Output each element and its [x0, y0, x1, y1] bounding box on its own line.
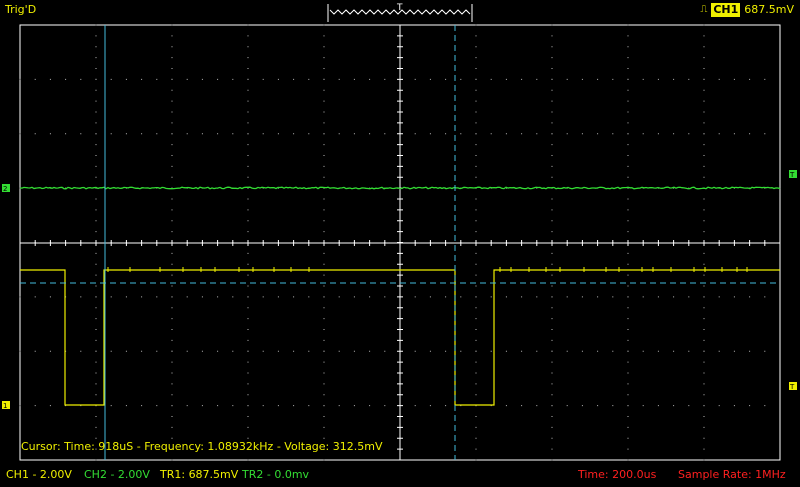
tr1-level-marker[interactable]: T: [789, 382, 797, 391]
svg-text:1: 1: [3, 402, 7, 410]
rising-edge-icon: ⎍: [700, 4, 708, 15]
tr1-level[interactable]: TR1: 687.5mV: [160, 468, 239, 481]
timebase[interactable]: Time: 200.0us: [578, 468, 657, 481]
ch2-trace: [19, 186, 781, 190]
trigger-info[interactable]: ⎍ CH1 687.5mV: [700, 3, 794, 17]
tr2-level-marker[interactable]: T: [789, 170, 797, 179]
trigger-level: 687.5mV: [744, 3, 794, 16]
ch2-scale[interactable]: CH2 - 2.00V: [84, 468, 150, 481]
ch1-trace: [20, 269, 780, 406]
ch1-scale[interactable]: CH1 - 2.00V: [6, 468, 72, 481]
ch2-level-marker[interactable]: 2: [2, 184, 10, 193]
trigger-status: Trig'D: [5, 3, 37, 16]
memory-position-indicator[interactable]: T: [327, 3, 473, 22]
cursor-readout: Cursor: Time: 918uS - Frequency: 1.08932…: [21, 440, 383, 453]
ch1-glitches: [107, 267, 748, 272]
trigger-channel-badge: CH1: [711, 3, 741, 17]
ch1-level-marker[interactable]: 1: [2, 401, 10, 410]
axis-ticks: [19, 24, 766, 461]
svg-text:2: 2: [3, 185, 7, 193]
svg-text:T: T: [789, 383, 795, 391]
sample-rate[interactable]: Sample Rate: 1MHz: [678, 468, 786, 481]
svg-text:T: T: [789, 171, 795, 179]
tr2-level[interactable]: TR2 - 0.0mv: [242, 468, 310, 481]
trigger-position-marker: T: [396, 3, 403, 13]
